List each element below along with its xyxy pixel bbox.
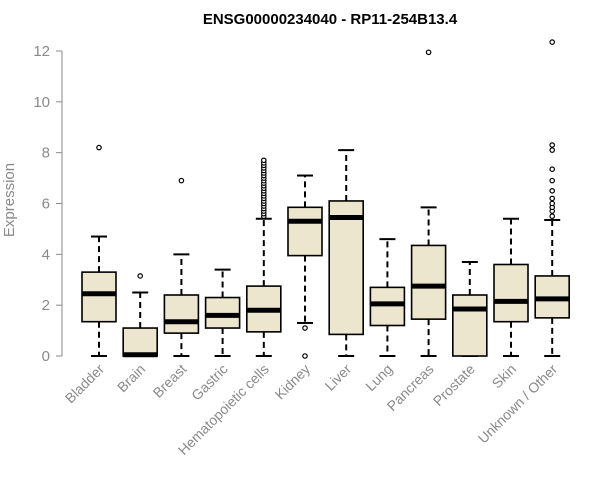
outlier-point [549, 142, 556, 148]
x-tick-label: Kidney [272, 361, 314, 403]
outlier-point [549, 187, 556, 194]
box-body [204, 296, 241, 329]
x-tick-label: Lung [362, 361, 395, 394]
box-1 [81, 144, 117, 357]
y-tick-label: 6 [42, 196, 50, 213]
x-tick-label: Skin [489, 361, 520, 392]
y-tick-label: 8 [42, 145, 50, 162]
y-tick-label: 0 [42, 348, 50, 365]
outlier-point [549, 39, 556, 45]
outlier-point [302, 325, 308, 331]
box-12 [534, 39, 571, 357]
x-tick-label: Breast [150, 361, 190, 401]
box-body [81, 271, 117, 323]
box-8 [369, 238, 406, 357]
outlier-point [178, 177, 185, 184]
x-tick-label: Prostate [430, 361, 478, 409]
box-7 [328, 149, 365, 357]
box-9 [410, 49, 447, 357]
outlier-point [425, 49, 432, 56]
outlier-point [549, 147, 556, 153]
x-tick-label: Brain [114, 361, 148, 395]
box-2 [122, 273, 158, 358]
boxes-group [81, 39, 571, 359]
box-6 [287, 174, 323, 359]
y-tick-label: 4 [42, 246, 50, 263]
outlier-point [549, 166, 556, 172]
y-axis-label: Expression [1, 163, 18, 237]
box-body [163, 294, 200, 334]
box-4 [204, 268, 241, 357]
box-body [328, 200, 365, 336]
outlier-point [549, 195, 556, 202]
chart-title: ENSG00000234040 - RP11-254B13.4 [203, 11, 458, 28]
outlier-point [549, 213, 556, 220]
box-body [410, 244, 447, 320]
y-tick-label: 10 [33, 94, 50, 111]
box-5 [246, 157, 282, 357]
x-tick-label: Liver [322, 361, 355, 394]
y-tick-label: 12 [33, 43, 50, 60]
box-3 [163, 177, 200, 357]
outlier-point [549, 177, 556, 184]
box-body [122, 327, 158, 357]
outlier-point [96, 144, 102, 151]
box-11 [493, 217, 529, 357]
outlier-point [260, 157, 267, 164]
box-10 [451, 260, 488, 357]
outlier-point [137, 273, 144, 279]
outlier-point [549, 200, 556, 207]
y-axis: 0 2 4 6 8 10 12 [33, 43, 63, 365]
x-tick-label: Bladder [62, 361, 108, 407]
outlier-point [302, 353, 308, 359]
box-body [451, 294, 488, 357]
box-body [369, 286, 406, 327]
box-body [493, 263, 529, 323]
box-body [287, 206, 323, 257]
y-tick-label: 2 [42, 297, 50, 314]
